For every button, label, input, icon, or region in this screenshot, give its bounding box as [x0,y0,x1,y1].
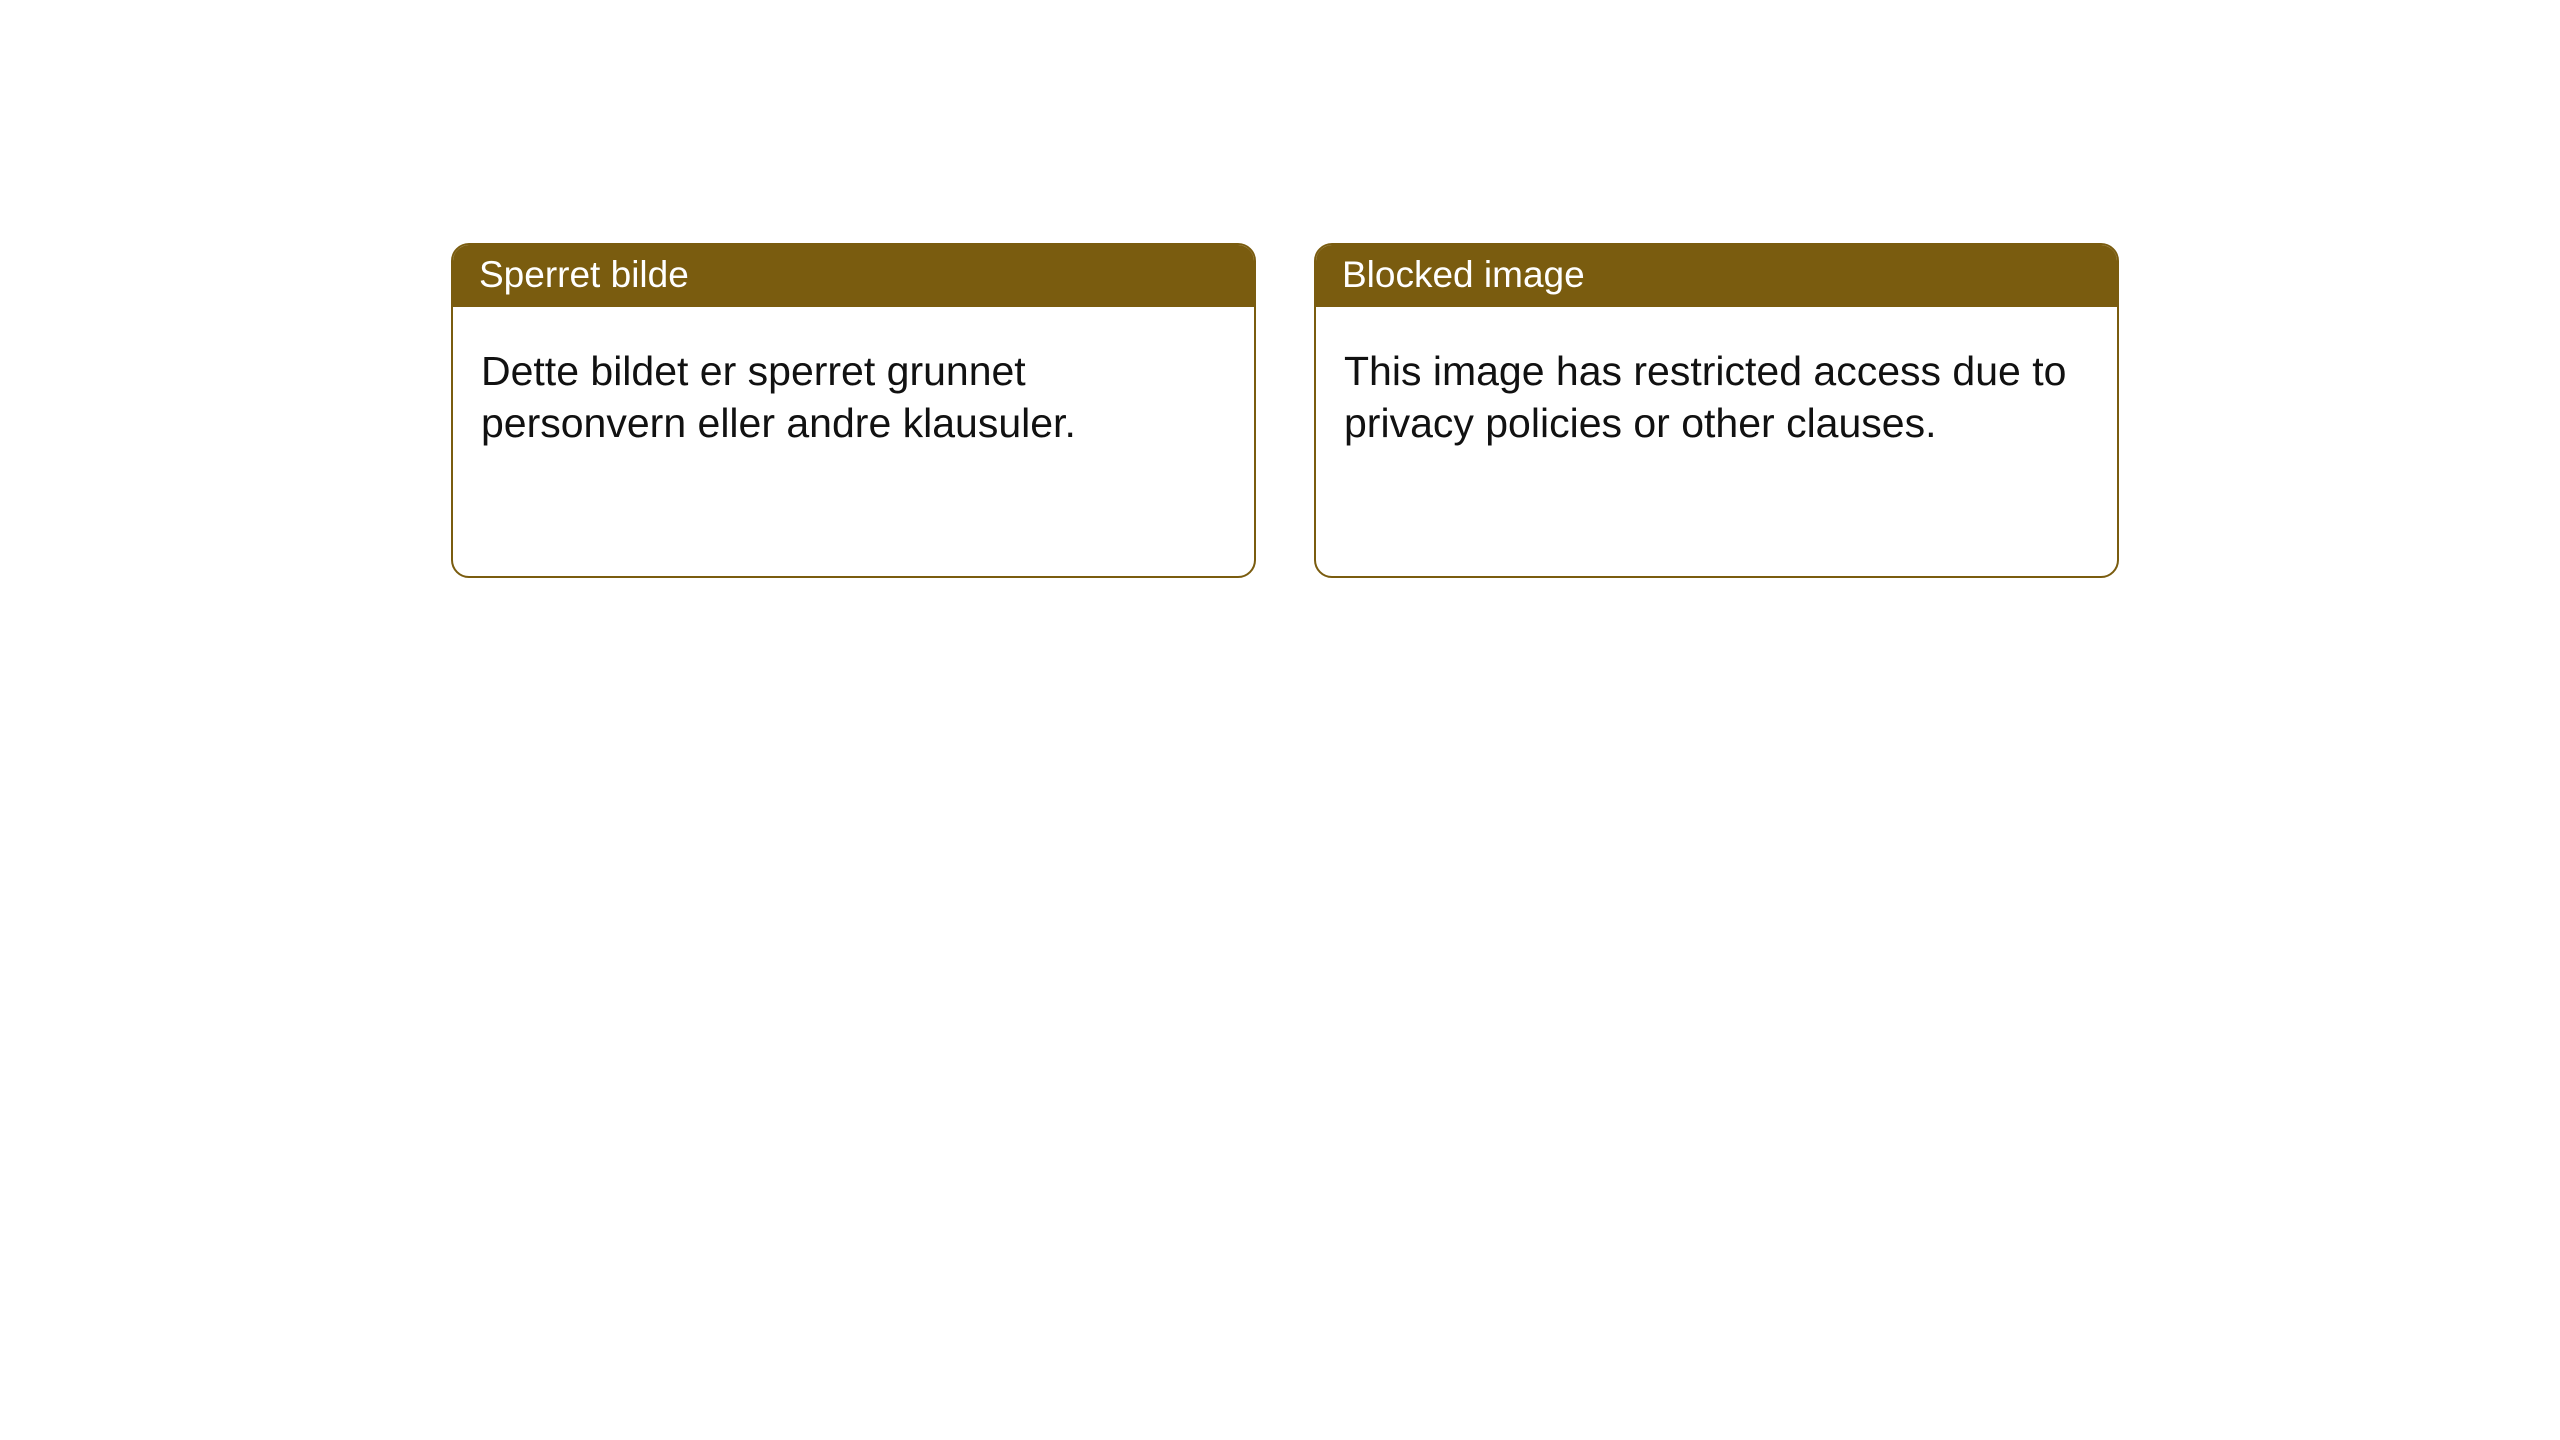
notice-card-english: Blocked image This image has restricted … [1314,243,2119,578]
notice-title: Blocked image [1316,245,2117,307]
notice-title: Sperret bilde [453,245,1254,307]
notice-container: Sperret bilde Dette bildet er sperret gr… [0,0,2560,578]
notice-body: This image has restricted access due to … [1316,307,2117,477]
notice-body: Dette bildet er sperret grunnet personve… [453,307,1254,477]
notice-card-norwegian: Sperret bilde Dette bildet er sperret gr… [451,243,1256,578]
